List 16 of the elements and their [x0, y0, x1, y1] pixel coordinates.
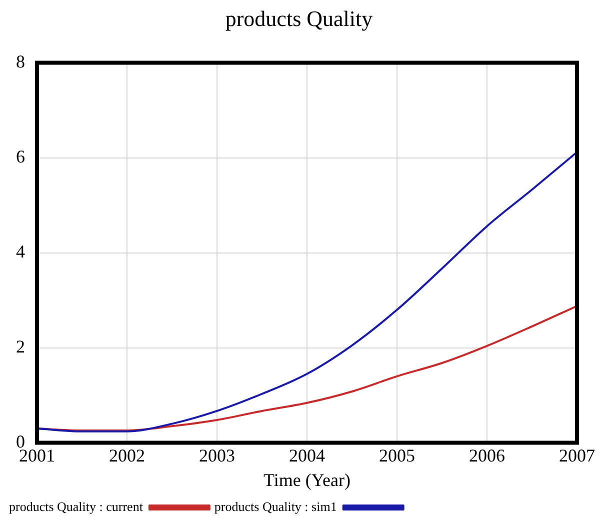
y-tick-label: 6 [16, 146, 25, 167]
x-tick-label: 2005 [379, 445, 415, 466]
line-series [37, 151, 577, 432]
y-tick-label: 2 [16, 336, 25, 357]
legend-label: products Quality : sim1 [214, 498, 337, 514]
x-tick-label: 2004 [289, 445, 325, 466]
y-tick-label: 4 [16, 242, 25, 262]
x-tick-label: 2003 [199, 445, 235, 466]
x-axis-title: Time (Year) [263, 470, 351, 490]
legend-label: products Quality : current [9, 498, 144, 514]
line-series [37, 305, 577, 432]
x-tick-label: 2007 [559, 445, 595, 466]
x-tick-label: 2006 [469, 445, 505, 466]
y-tick-label: 8 [16, 52, 25, 72]
x-tick-label: 2002 [109, 445, 145, 466]
chart-title: products Quality [224, 6, 374, 32]
